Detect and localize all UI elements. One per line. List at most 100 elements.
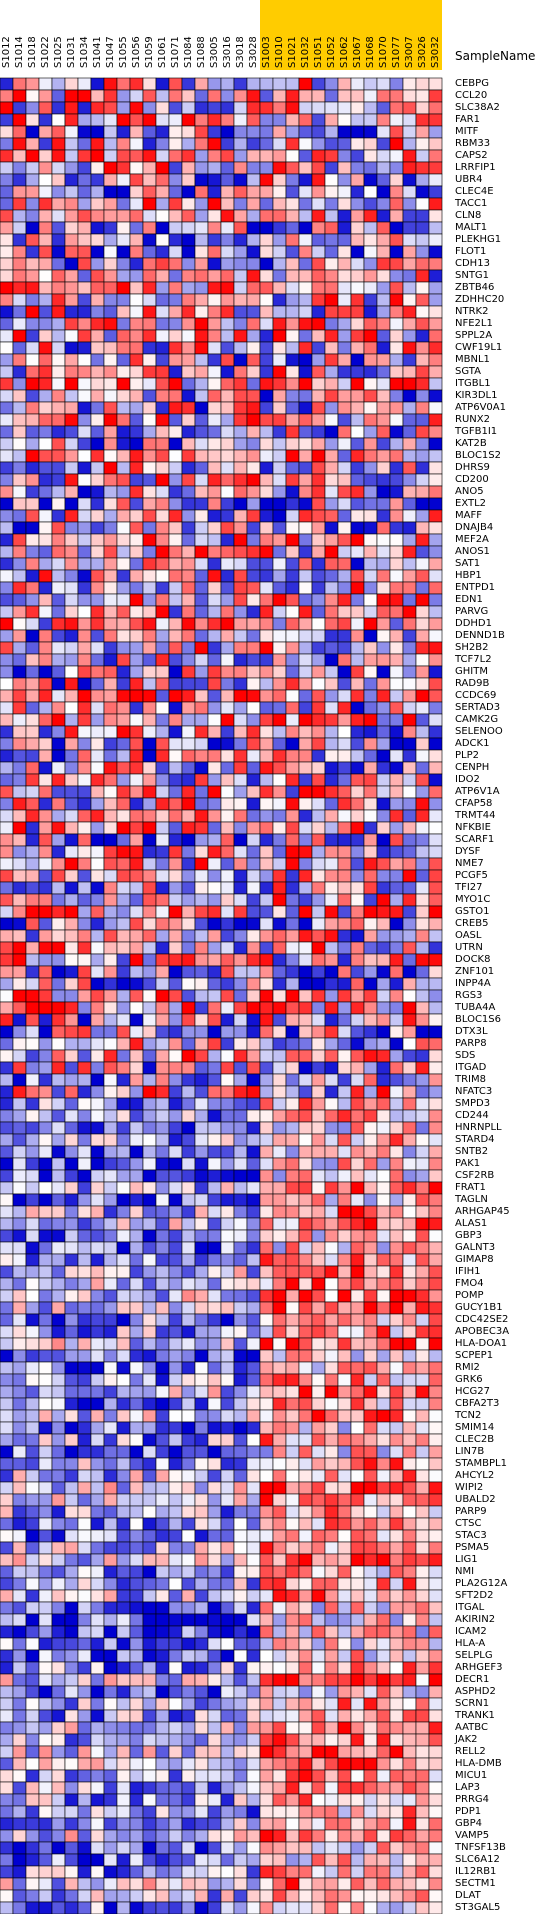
heatmap-cell (311, 1781, 326, 1795)
heatmap-cell (12, 653, 27, 667)
heatmap-cell (311, 1301, 326, 1315)
heatmap-cell (77, 305, 92, 319)
heatmap-cell (285, 1385, 300, 1399)
heatmap-cell (64, 401, 79, 415)
heatmap-cell (298, 629, 313, 643)
heatmap-cell (142, 137, 157, 151)
heatmap-cell (233, 365, 248, 379)
heatmap-cell (194, 629, 209, 643)
heatmap-cell (415, 209, 430, 223)
heatmap-cell (207, 1709, 222, 1723)
heatmap-cell (207, 77, 222, 91)
heatmap-cell (103, 245, 118, 259)
heatmap-cell (12, 113, 27, 127)
heatmap-cell (415, 953, 430, 967)
heatmap-cell (363, 485, 378, 499)
heatmap-cell (272, 593, 287, 607)
heatmap-cell (350, 1733, 365, 1747)
heatmap-cell (285, 737, 300, 751)
heatmap-cell (77, 1301, 92, 1315)
heatmap-cell (298, 1565, 313, 1579)
heatmap-cell (233, 593, 248, 607)
heatmap-cell (168, 569, 183, 583)
heatmap-cell (0, 1385, 14, 1399)
heatmap-cell (194, 521, 209, 535)
heatmap-cell (90, 593, 105, 607)
heatmap-cell (220, 653, 235, 667)
heatmap-cell (51, 1229, 66, 1243)
heatmap-cell (38, 1133, 53, 1147)
heatmap-cell (12, 1037, 27, 1051)
heatmap-cell (350, 1301, 365, 1315)
heatmap-cell (350, 713, 365, 727)
heatmap-cell (207, 1133, 222, 1147)
heatmap-cell (25, 1541, 40, 1555)
heatmap-cell (38, 593, 53, 607)
heatmap-cell (77, 125, 92, 139)
heatmap-cell (25, 161, 40, 175)
heatmap-cell (389, 773, 404, 787)
heatmap-cell (194, 1145, 209, 1159)
heatmap-cell (12, 1445, 27, 1459)
heatmap-cell (129, 1817, 144, 1831)
heatmap-cell (38, 1829, 53, 1843)
heatmap-cell (246, 1793, 261, 1807)
heatmap-cell (389, 509, 404, 523)
heatmap-cell (324, 149, 339, 163)
heatmap-cell (155, 509, 170, 523)
heatmap-cell (168, 1277, 183, 1291)
heatmap-cell (350, 809, 365, 823)
heatmap-cell (51, 425, 66, 439)
heatmap-cell (64, 1289, 79, 1303)
heatmap-cell (350, 233, 365, 247)
heatmap-cell (285, 1745, 300, 1759)
heatmap-cell (116, 173, 131, 187)
heatmap-cell (337, 1553, 352, 1567)
heatmap-cell (285, 221, 300, 235)
heatmap-cell (207, 1529, 222, 1543)
heatmap-cell (90, 545, 105, 559)
heatmap-cell (246, 1817, 261, 1831)
heatmap-cell (376, 1313, 391, 1327)
heatmap-cell (428, 953, 443, 967)
heatmap-cell (194, 89, 209, 103)
heatmap-cell (12, 1109, 27, 1123)
heatmap-cell (77, 917, 92, 931)
heatmap-cell (428, 509, 443, 523)
heatmap-cell (77, 773, 92, 787)
heatmap-cell (181, 1013, 196, 1027)
heatmap-cell (168, 137, 183, 151)
heatmap-cell (311, 269, 326, 283)
heatmap-cell (51, 989, 66, 1003)
heatmap-cell (259, 1409, 274, 1423)
heatmap-cell (155, 1181, 170, 1195)
heatmap-cell (298, 833, 313, 847)
heatmap-cell (0, 137, 14, 151)
heatmap-cell (194, 413, 209, 427)
heatmap-cell (168, 173, 183, 187)
heatmap-cell (155, 1517, 170, 1531)
heatmap-cell (376, 1061, 391, 1075)
heatmap-cell (38, 461, 53, 475)
heatmap-cell (77, 1685, 92, 1699)
heatmap-cell (64, 1685, 79, 1699)
heatmap-cell (220, 1517, 235, 1531)
heatmap-cell (311, 173, 326, 187)
heatmap-cell (116, 1037, 131, 1051)
heatmap-cell (77, 905, 92, 919)
heatmap-cell (220, 1121, 235, 1135)
heatmap-cell (64, 569, 79, 583)
heatmap-cell (402, 749, 417, 763)
heatmap-cell (194, 1661, 209, 1675)
heatmap-cell (90, 1517, 105, 1531)
heatmap-cell (272, 713, 287, 727)
heatmap-cell (155, 1145, 170, 1159)
heatmap-cell (0, 437, 14, 451)
heatmap-cell (324, 593, 339, 607)
heatmap-cell (25, 413, 40, 427)
heatmap-cell (90, 413, 105, 427)
heatmap-cell (298, 1697, 313, 1711)
heatmap-cell (363, 1769, 378, 1783)
heatmap-cell (129, 149, 144, 163)
heatmap-cell (220, 1757, 235, 1771)
